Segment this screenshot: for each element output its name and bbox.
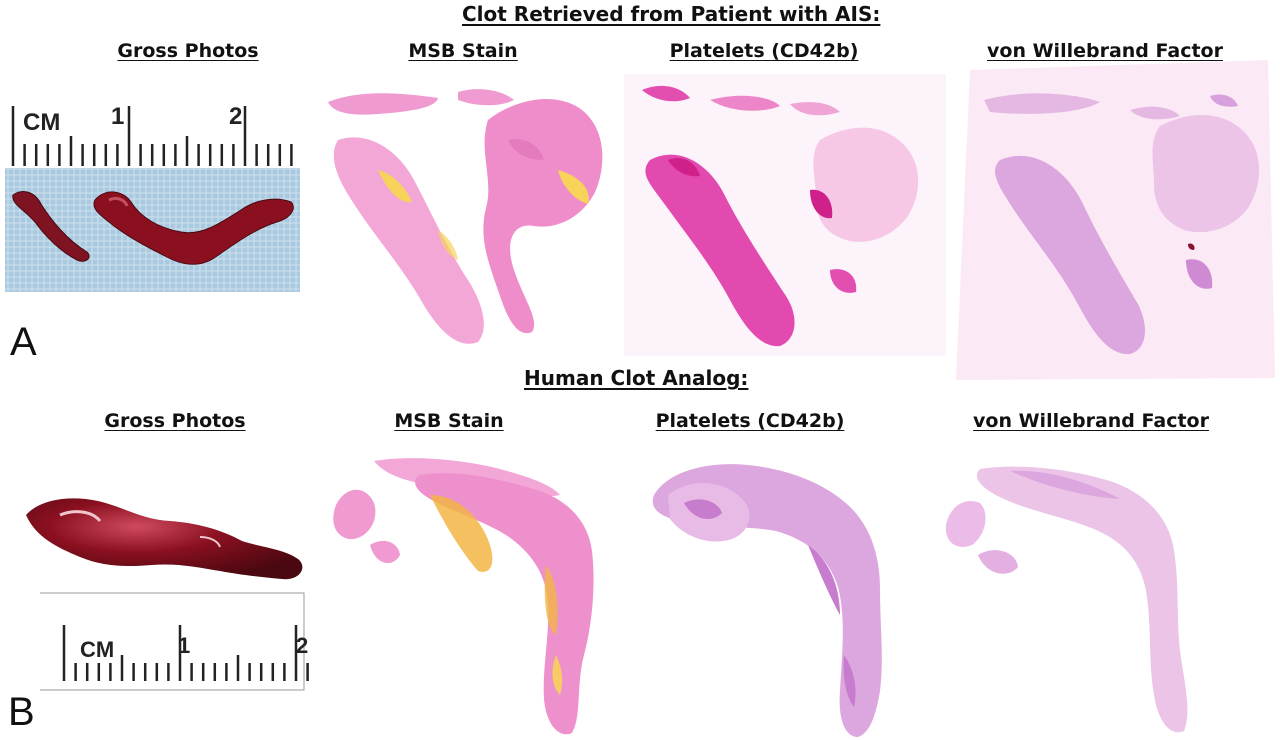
section-a-label-gross: Gross Photos: [117, 40, 259, 62]
section-b-cd42b-stain: [648, 455, 928, 740]
section-a-gross-photo: CM 1 2: [5, 100, 300, 292]
section-a-ruler-unit: CM: [23, 109, 60, 136]
section-a-label-cd42b: Platelets (CD42b): [669, 40, 859, 62]
section-b-label-vwf: von Willebrand Factor: [973, 410, 1209, 432]
section-b-ruler-mark-1: 1: [178, 633, 190, 658]
section-b-ruler-unit: CM: [80, 637, 114, 662]
section-a-letter: A: [10, 320, 37, 364]
section-a-label-vwf: von Willebrand Factor: [987, 40, 1223, 62]
section-b-label-msb: MSB Stain: [394, 410, 504, 432]
section-b-label-gross: Gross Photos: [104, 410, 246, 432]
section-b-label-cd42b: Platelets (CD42b): [655, 410, 845, 432]
section-b-vwf-stain: [940, 455, 1240, 740]
section-b-gross-photo: CM 1 2: [20, 485, 320, 695]
section-a-ruler-mark-2: 2: [229, 103, 242, 130]
section-b-msb-stain: [330, 455, 630, 740]
section-a-clot-piece-right: [93, 191, 294, 265]
section-a-clot-piece-left: [12, 191, 90, 262]
section-a-msb-stain: [318, 80, 618, 355]
section-a-label-msb: MSB Stain: [408, 40, 518, 62]
section-a-cd42b-stain: [620, 70, 950, 360]
section-a-ruler-mark-1: 1: [111, 103, 124, 130]
section-b-title: Human Clot Analog:: [524, 366, 749, 390]
section-b-clot: [26, 498, 303, 580]
section-a-vwf-stain: [950, 60, 1275, 380]
section-a-title: Clot Retrieved from Patient with AIS:: [462, 2, 881, 26]
section-b-ruler-mark-2: 2: [296, 633, 308, 658]
section-b-letter: B: [8, 690, 35, 734]
